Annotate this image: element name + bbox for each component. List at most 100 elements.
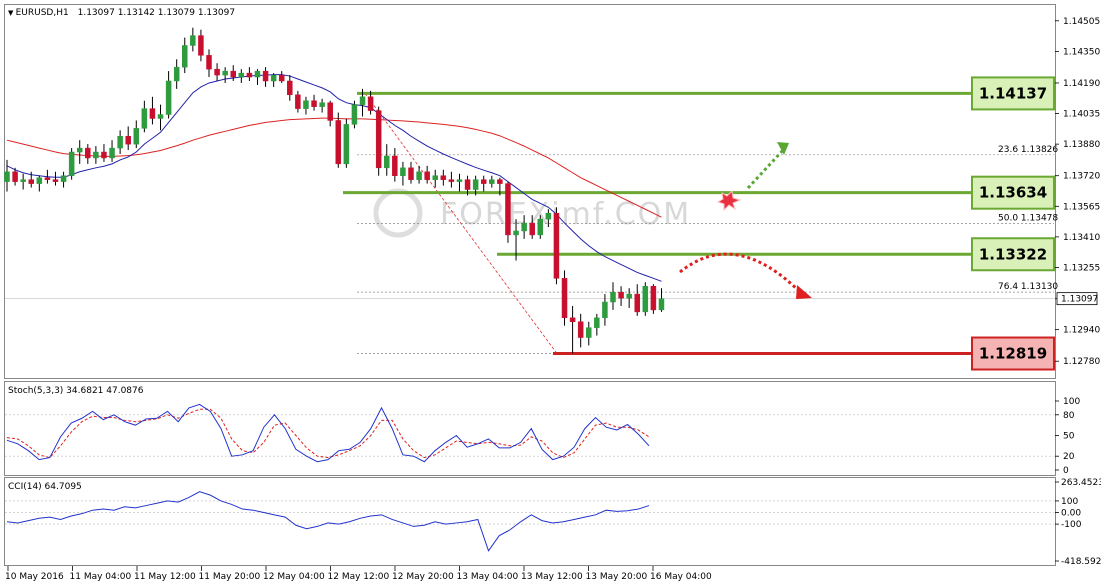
level-box-label: 1.13322 — [979, 245, 1047, 263]
stoch-signal-line — [6, 408, 650, 459]
candle-bull — [456, 179, 463, 182]
candle-bull — [594, 317, 600, 328]
price-axis: 1.14505 1.14350 1.14190 1.14035 1.13880 1.137… — [1055, 17, 1100, 367]
price-tick-label: 1.13880 — [1063, 140, 1100, 150]
price-tick-label: 1.13410 — [1063, 233, 1100, 243]
stoch-axis: 100 80 50 20 0 — [1055, 397, 1080, 476]
cci-tick-label: 0.00 — [1061, 509, 1081, 519]
candle-bear — [198, 35, 204, 56]
arrow-down-dotted — [679, 252, 802, 294]
stoch-tick-label: 80 — [1063, 411, 1075, 421]
candle-bear — [278, 74, 285, 82]
candle-bear — [44, 177, 51, 180]
cci-axis: 263.4523 100 0.00-100 -418.5922 — [1055, 478, 1101, 567]
price-tick-label: 1.14035 — [1063, 110, 1100, 120]
candle-bull — [586, 327, 592, 338]
level-box — [971, 237, 1055, 272]
candle-bull — [610, 291, 616, 303]
cci-tick-label: -418.5922 — [1061, 557, 1101, 567]
candle-bull — [109, 147, 115, 159]
candle-bear — [295, 94, 301, 109]
level-box — [971, 336, 1055, 371]
candle-bear — [424, 171, 430, 180]
candle-bull — [4, 171, 10, 182]
candle-bull — [359, 96, 366, 105]
candle-bear — [230, 70, 236, 78]
breakout-burst-icon — [716, 189, 742, 212]
candle-bear — [375, 110, 382, 169]
stoch-tick-label: 20 — [1063, 452, 1075, 462]
level-box-label: 1.14137 — [979, 84, 1047, 102]
cci-tick-label: 263.4523 — [1061, 478, 1101, 488]
candle-bear — [569, 317, 576, 322]
price-tick-label: 1.14350 — [1063, 47, 1100, 57]
price-tick-label: 1.12780 — [1063, 357, 1100, 367]
candle-bull — [602, 301, 608, 319]
moving-averages — [6, 74, 662, 282]
price-tick-label: 1.13720 — [1063, 172, 1100, 182]
candle-bull — [190, 35, 196, 46]
candle-bull — [642, 285, 649, 313]
time-tick-label: 12 May 12:00 — [328, 572, 390, 582]
candle-bull — [658, 298, 665, 311]
fib-label-500: 50.0 1.13478 — [998, 213, 1058, 223]
candle-bull — [157, 114, 164, 119]
candle-bear — [367, 96, 374, 111]
watermark: FOREXimf.COM — [373, 188, 689, 238]
candle-bear — [214, 68, 220, 76]
candle-bear — [440, 175, 447, 180]
level-box — [971, 76, 1055, 111]
stoch-main-line — [6, 403, 650, 463]
candle-bull — [60, 175, 67, 182]
price-tick-label: 1.13565 — [1063, 202, 1100, 212]
stoch-panel-frame — [4, 381, 1056, 476]
candle-bull — [545, 212, 552, 220]
time-tick-label: 16 May 04:00 — [650, 572, 712, 582]
candle-bull — [319, 102, 325, 107]
level-boxes: 1.14137 1.13634 1.13322 1.12819 — [971, 76, 1055, 371]
candle-bull — [626, 293, 632, 299]
candle-bear — [618, 291, 624, 299]
candle-bull — [384, 155, 390, 169]
candle-bull — [222, 70, 228, 76]
candle-bull — [93, 151, 99, 159]
stochastic-lines — [5, 403, 1054, 463]
time-tick-label: 12 May 04:00 — [263, 572, 325, 582]
candle-bear — [561, 278, 568, 319]
candle-bull — [513, 230, 519, 236]
time-tick-label: 10 May 2016 — [5, 572, 64, 582]
candle-bull — [182, 45, 188, 68]
ma-slow-line — [6, 117, 662, 218]
ohlc-label: 1.13097 1.13142 1.13079 1.13097 — [78, 8, 235, 18]
candle-bear — [311, 100, 317, 107]
arrow-down-head — [796, 285, 812, 299]
candle-bear — [529, 222, 535, 236]
candle-bear — [206, 55, 212, 70]
candle-bull — [270, 74, 277, 82]
cci-line — [5, 491, 1054, 552]
candle-bear — [577, 321, 584, 338]
candle-bull — [489, 179, 495, 184]
candle-bull — [254, 70, 261, 78]
time-tick-label: 13 May 04:00 — [457, 572, 519, 582]
candle-bull — [521, 222, 527, 232]
time-tick-label: 13 May 12:00 — [521, 572, 583, 582]
candle-bull — [472, 179, 479, 190]
candle-bear — [327, 102, 333, 121]
time-tick-label: 12 May 20:00 — [392, 572, 454, 582]
candle-bull — [141, 108, 148, 129]
candle-bull — [400, 167, 406, 176]
level-box-label: 1.12819 — [979, 345, 1047, 363]
candle-bear — [392, 155, 398, 176]
candle-bear — [246, 72, 253, 78]
annotation-arrows — [679, 142, 812, 299]
symbol-header: ▼ EURUSD,H1 1.13097 1.13142 1.13079 1.13… — [8, 8, 235, 18]
fib-label-236: 23.6 1.13826 — [998, 145, 1058, 155]
cci-tick-label: -100 — [1061, 520, 1082, 530]
candle-bear — [52, 179, 59, 182]
stoch-tick-label: 0 — [1063, 466, 1069, 476]
stoch-tick-label: 50 — [1063, 432, 1075, 442]
candle-bear — [650, 285, 657, 311]
candle-bull — [165, 80, 172, 115]
price-tick-label: 1.12940 — [1063, 326, 1100, 336]
